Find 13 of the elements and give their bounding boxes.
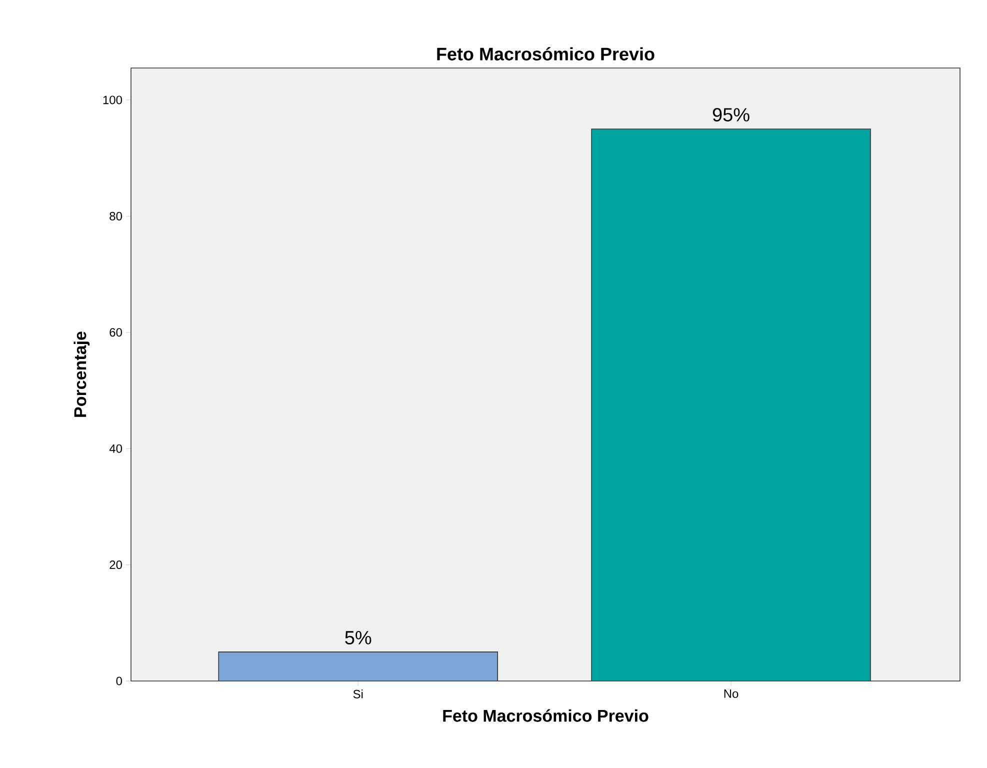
y-axis-title: Porcentaje [74,332,90,417]
data-label: 95% [712,108,750,122]
x-tick-label: Si [353,690,363,698]
y-tick-label: 0 [116,676,122,686]
y-tick-label: 40 [109,444,122,453]
y-tick-label: 20 [110,560,122,570]
y-tick-label: 80 [110,212,122,220]
chart-title: Feto Macrosómico Previo [437,47,654,60]
x-tick-label: No [724,690,738,698]
y-tick-label: 100 [103,96,122,104]
x-axis-title: Feto Macrosómico Previo [443,709,648,722]
y-tick-label: 60 [110,328,122,337]
data-label: 5% [345,631,372,644]
